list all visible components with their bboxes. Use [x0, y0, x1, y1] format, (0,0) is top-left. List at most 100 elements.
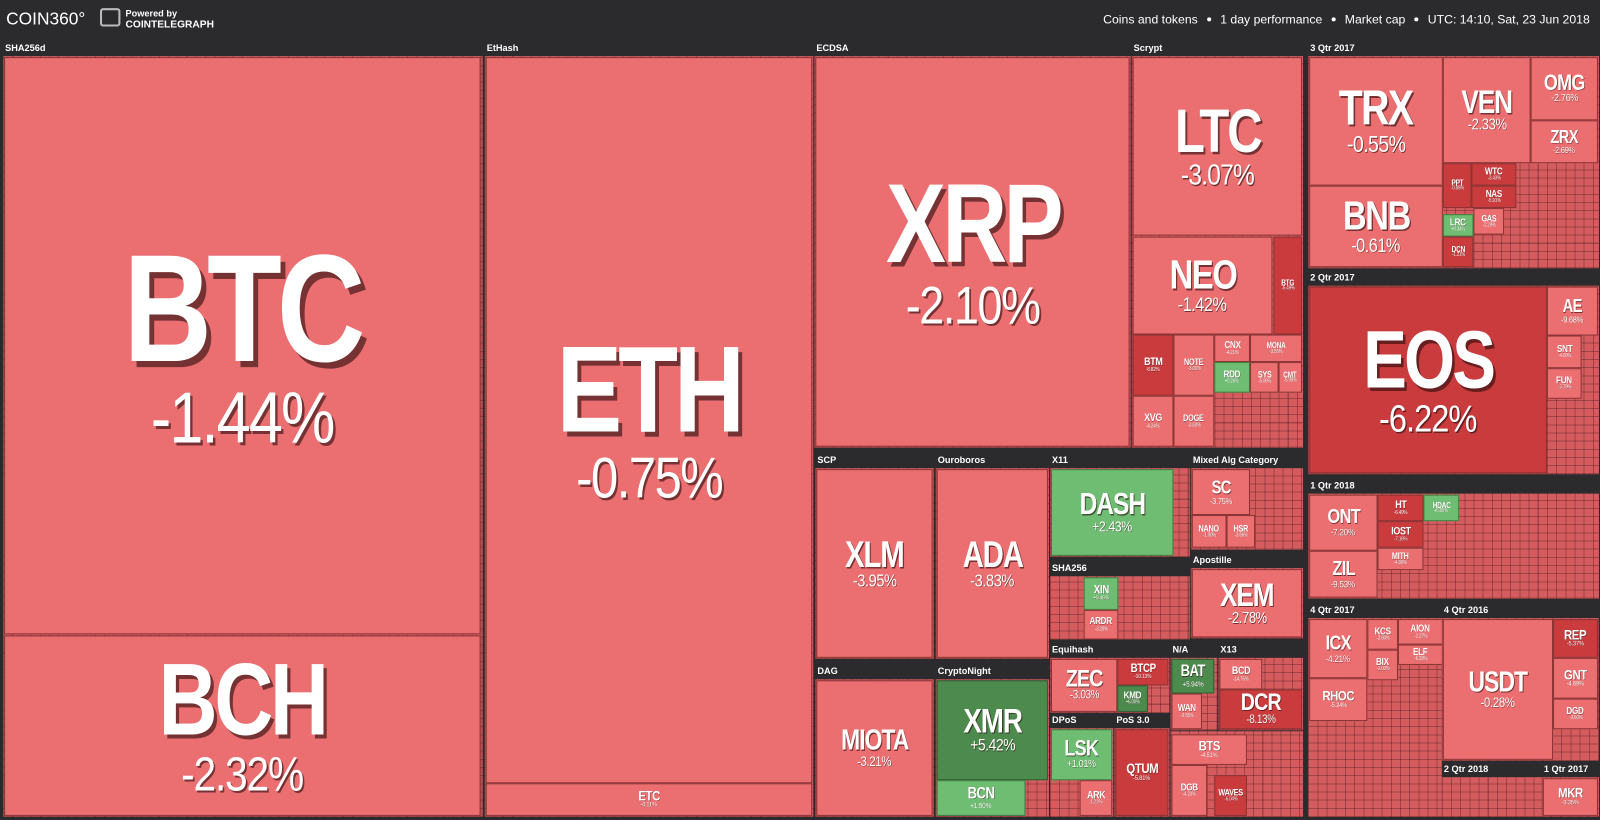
coin-tile[interactable]: FUN -3.79% [1546, 368, 1582, 399]
coin-tile[interactable]: BCN +1.50% [936, 780, 1026, 816]
coin-tile[interactable]: NANO -1.00% [1191, 515, 1227, 548]
coin-tile[interactable]: HDAC +0.80% [1423, 494, 1460, 522]
coin-tile[interactable]: CMT -5.99% [1278, 362, 1303, 393]
coin-tile[interactable]: ELF -6.28% [1397, 644, 1443, 665]
coin-tile[interactable]: NAS -5.91% [1471, 185, 1517, 209]
coin-tile[interactable]: MIOTA -3.21% [816, 680, 933, 816]
coin-change: -2.60% [1376, 635, 1390, 642]
coin-symbol: WAVES [1218, 787, 1243, 798]
coin-tile[interactable]: WAVES -6.04% [1214, 775, 1247, 816]
coin-change: +1.01% [1067, 758, 1097, 771]
coin-tile[interactable]: SNT -4.60% [1546, 335, 1582, 369]
coin-tile[interactable]: USDT -0.28% [1442, 619, 1554, 760]
coin-tile[interactable]: LTC -3.07% [1132, 57, 1303, 236]
coin-tile[interactable]: REP -5.37% [1553, 619, 1598, 658]
coin-symbol: BAT [1180, 663, 1206, 681]
nav-item[interactable]: Coins and tokens [1103, 12, 1198, 27]
coin-tile[interactable]: GNT -4.69% [1553, 657, 1598, 699]
coin-tile[interactable]: XIN +0.46% [1083, 577, 1119, 610]
coin-tile[interactable]: LSK +1.01% [1051, 729, 1113, 781]
coin-tile[interactable]: RHOC -5.24% [1309, 678, 1368, 722]
coin-tile[interactable]: ZEC -3.03% [1051, 658, 1118, 712]
logo[interactable]: COIN360° [6, 9, 86, 29]
coin-tile[interactable]: ARK -1.21% [1079, 780, 1113, 816]
coin-tile[interactable]: BNB -0.61% [1309, 185, 1443, 268]
coin-tile[interactable]: BCD -14.76% [1219, 658, 1263, 690]
coin-symbol: KMD [1123, 690, 1142, 702]
coin-tile[interactable]: KCS -2.60% [1367, 619, 1398, 650]
coin-tile[interactable]: QTUM -5.81% [1115, 729, 1169, 816]
coin-tile[interactable]: LRC +0.34% [1442, 214, 1474, 237]
coin-tile[interactable]: ARDR -3.28% [1083, 609, 1119, 640]
coin-tile[interactable]: SC -3.75% [1191, 469, 1250, 516]
coin-symbol: ZIL [1332, 557, 1355, 580]
coin-tile[interactable]: DCN -1.21% [1442, 236, 1474, 268]
coin-tile[interactable]: GAS -2.29% [1473, 208, 1505, 235]
coin-tile[interactable]: NEO -1.42% [1132, 236, 1273, 335]
group-label: PoS 3.0 [1116, 714, 1150, 726]
coin-symbol: KCS [1374, 625, 1392, 638]
coin-tile[interactable]: HSR -3.66% [1226, 515, 1256, 548]
group-label: 3 Qtr 2017 [1310, 42, 1355, 54]
coin-tile[interactable]: XMR +5.42% [936, 680, 1048, 781]
coin-change: -4.21% [1225, 349, 1239, 356]
coin-tile[interactable]: BTG -6.49% [1273, 236, 1303, 335]
coin-tile[interactable]: RDD +0.26% [1214, 362, 1250, 393]
coin-tile[interactable]: EOS -6.22% [1309, 286, 1547, 474]
coin-tile[interactable]: XVG -4.24% [1132, 395, 1174, 447]
group-label: EtHash [486, 42, 519, 54]
brand[interactable]: COINTELEGRAPH [125, 19, 214, 31]
coin-tile[interactable]: CNX -4.21% [1214, 334, 1250, 363]
coin-tile[interactable]: ETC -4.11% [485, 783, 813, 816]
coin-tile[interactable]: WAN -3.55% [1171, 693, 1203, 730]
coin-tile[interactable]: HT -6.49% [1377, 494, 1424, 522]
coin-tile[interactable]: PPT -0.88% [1442, 163, 1472, 209]
coin-tile[interactable]: BCH -2.32% [4, 635, 481, 816]
coin-symbol: REP [1564, 626, 1587, 643]
coin-tile[interactable]: DCR -8.13% [1219, 689, 1303, 730]
coin-tile[interactable]: DOGE -3.60% [1173, 395, 1215, 447]
coin-tile[interactable]: XEM -2.78% [1191, 569, 1303, 638]
coin-tile[interactable]: BTM -8.82% [1132, 334, 1174, 396]
coin-tile[interactable]: AE -9.68% [1546, 286, 1598, 336]
coin-tile[interactable]: SYS -5.06% [1249, 362, 1279, 393]
coin-tile[interactable]: ONT -7.20% [1309, 494, 1378, 551]
coin-tile[interactable]: BTC -1.44% [4, 57, 481, 635]
nav-item[interactable]: Market cap [1344, 12, 1406, 27]
coin-tile[interactable]: MITH -4.06% [1377, 547, 1424, 571]
coin-tile[interactable]: ETH -0.75% [485, 57, 813, 784]
coin-tile[interactable]: XRP -2.10% [815, 57, 1130, 447]
coin-tile[interactable]: WTC -3.43% [1471, 163, 1517, 186]
coin-change: +6.00% [1125, 699, 1140, 706]
coin-tile[interactable]: IOST -7.16% [1377, 521, 1424, 548]
coin-change: -5.37% [1566, 640, 1585, 648]
coin-tile[interactable]: DGB -4.23% [1171, 764, 1208, 816]
coin-change: -3.03% [1069, 689, 1099, 703]
coin-tile[interactable]: ZRX -2.69% [1530, 120, 1598, 164]
coin-tile[interactable]: AION -2.27% [1397, 619, 1443, 645]
coin-symbol: OMG [1543, 69, 1585, 95]
coin-tile[interactable]: NOTE -3.06% [1173, 334, 1215, 396]
coin-tile[interactable]: KMD +6.00% [1117, 685, 1148, 712]
coin-tile[interactable]: XLM -3.95% [816, 469, 933, 658]
coin-tile[interactable]: DASH +2.43% [1051, 469, 1174, 556]
coin-tile[interactable]: ZIL -9.53% [1309, 550, 1378, 598]
coin-tile[interactable]: TRX -0.55% [1309, 57, 1443, 186]
coin-change: -3.95% [852, 570, 897, 591]
coin-tile[interactable]: MONA -3.55% [1249, 334, 1303, 363]
coin-tile[interactable]: DGD -3.60% [1553, 698, 1598, 730]
coin-symbol: ELF [1413, 646, 1428, 658]
coin-tile[interactable]: MKR -3.35% [1542, 778, 1598, 816]
coin-tile[interactable]: BTS -4.51% [1171, 734, 1247, 765]
coin-tile[interactable]: VEN -2.33% [1442, 57, 1531, 164]
nav-item[interactable]: UTC: 14:10, Sat, 23 Jun 2018 [1427, 12, 1590, 27]
coin-tile[interactable]: ICX -4.21% [1309, 619, 1368, 679]
coin-tile[interactable]: OMG -2.76% [1530, 57, 1598, 121]
coin-tile[interactable]: BTCP -10.13% [1117, 658, 1169, 686]
group-label: Mixed Alg Category [1192, 454, 1279, 466]
nav-item[interactable]: 1 day performance [1220, 12, 1323, 27]
coin-tile[interactable]: ADA -3.83% [936, 469, 1048, 658]
group-label: CryptoNight [937, 665, 991, 677]
coin-tile[interactable]: BIX -2.00% [1367, 649, 1398, 681]
coin-tile[interactable]: BAT +5.94% [1171, 658, 1215, 694]
